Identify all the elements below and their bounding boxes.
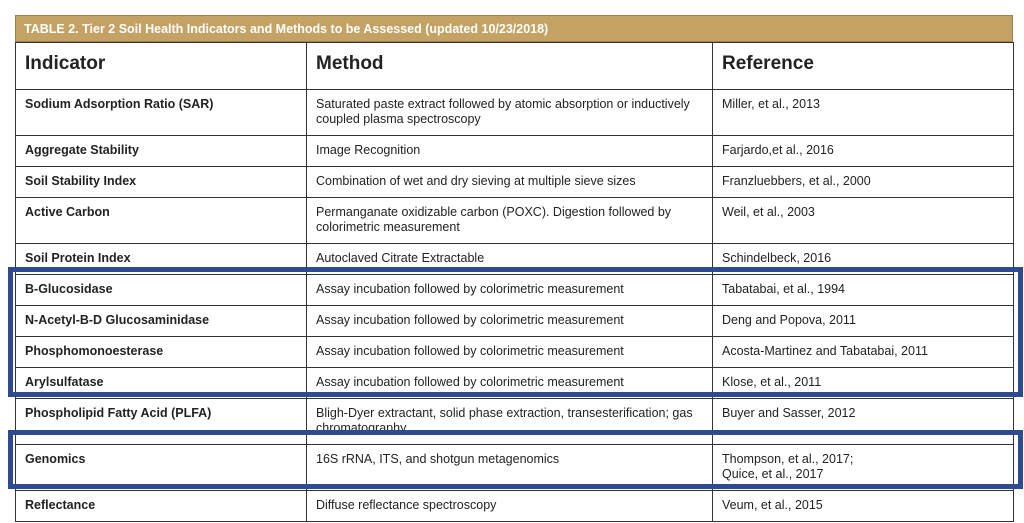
table-cell: Miller, et al., 2013 <box>712 89 1014 136</box>
table-cell: Bligh-Dyer extractant, solid phase extra… <box>306 398 713 445</box>
column-header: Indicator <box>15 42 307 90</box>
column-header: Reference <box>712 42 1014 90</box>
table-cell: Veum, et al., 2015 <box>712 490 1014 522</box>
table-cell: Genomics <box>15 444 307 491</box>
table-cell: Reflectance <box>15 490 307 522</box>
table-cell: 16S rRNA, ITS, and shotgun metagenomics <box>306 444 713 491</box>
table-cell: Aggregate Stability <box>15 135 307 167</box>
table-cell: Deng and Popova, 2011 <box>712 305 1014 337</box>
table-row: Active Carbon Permanganate oxidizable car… <box>15 197 1014 244</box>
table-row: Aggregate Stability Image Recognition Farj… <box>15 135 1014 167</box>
table-cell: N-Acetyl-B-D Glucosaminidase <box>15 305 307 337</box>
table-cell: Active Carbon <box>15 197 307 244</box>
highlight-box <box>8 267 1023 397</box>
table-row: Soil Stability Index Combination of wet a… <box>15 166 1014 198</box>
table-row: Reflectance Diffuse reflectance spectrosc… <box>15 490 1014 522</box>
table: Indicator Method Reference Sodium Adsorpti… <box>15 42 1014 522</box>
table-cell: Sodium Adsorption Ratio (SAR) <box>15 89 307 136</box>
table-cell: B-Glucosidase <box>15 274 307 306</box>
table-caption: TABLE 2. Tier 2 Soil Health Indicators a… <box>15 15 1013 42</box>
table-row: Phosphomonoesterase Assay incubation foll… <box>15 336 1014 368</box>
table-cell: Buyer and Sasser, 2012 <box>712 398 1014 445</box>
table-cell: Acosta-Martinez and Tabatabai, 2011 <box>712 336 1014 368</box>
table-row: Genomics 16S rRNA, ITS, and shotgun metag… <box>15 444 1014 491</box>
table-cell: Diffuse reflectance spectroscopy <box>306 490 713 522</box>
table-cell: Permanganate oxidizable carbon (POXC). D… <box>306 197 713 244</box>
table-cell: Combination of wet and dry sieving at mu… <box>306 166 713 198</box>
table-cell: Image Recognition <box>306 135 713 167</box>
table-cell: Thompson, et al., 2017; Quice, et al., 20… <box>712 444 1014 491</box>
highlight-box <box>8 430 1023 489</box>
table-cell: Assay incubation followed by colorimetri… <box>306 274 713 306</box>
header-row: Indicator Method Reference <box>15 42 1014 90</box>
table-row: Phospholipid Fatty Acid (PLFA) Bligh-Dyer… <box>15 398 1014 445</box>
cell-line: Thompson, et al., 2017; <box>722 452 854 466</box>
table-cell: Weil, et al., 2003 <box>712 197 1014 244</box>
table-cell: Tabatabai, et al., 1994 <box>712 274 1014 306</box>
column-header: Method <box>306 42 713 90</box>
table-cell: Saturated paste extract followed by atom… <box>306 89 713 136</box>
table-cell: Assay incubation followed by colorimetri… <box>306 336 713 368</box>
table-row: B-Glucosidase Assay incubation followed b… <box>15 274 1014 306</box>
table-row: Sodium Adsorption Ratio (SAR) Saturated p… <box>15 89 1014 136</box>
table-cell: Soil Stability Index <box>15 166 307 198</box>
table-cell: Franzluebbers, et al., 2000 <box>712 166 1014 198</box>
table-document: TABLE 2. Tier 2 Soil Health Indicators a… <box>15 15 1014 522</box>
table-cell: Farjardo,et al., 2016 <box>712 135 1014 167</box>
cell-line: Quice, et al., 2017 <box>722 467 824 481</box>
